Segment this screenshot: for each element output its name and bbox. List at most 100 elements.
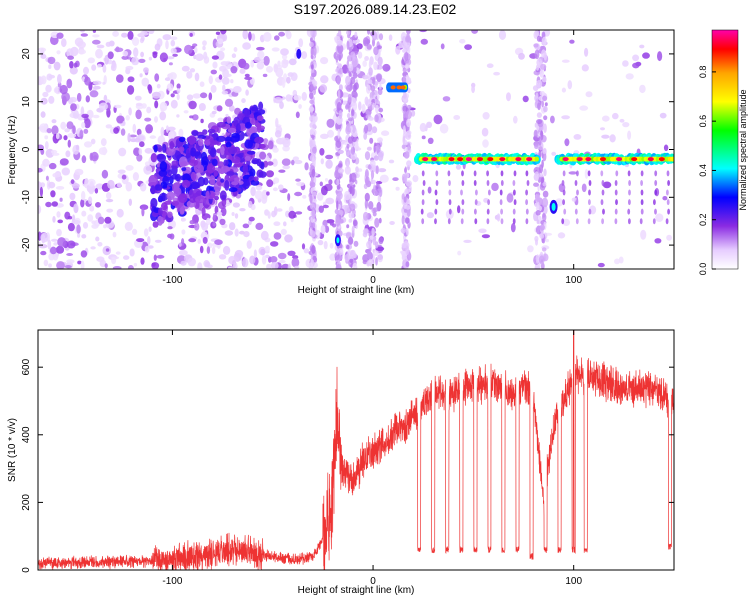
spectrogram-cell: [574, 180, 578, 186]
spectrogram-cell: [292, 156, 299, 161]
spectrogram-cell: [51, 152, 60, 156]
spectrogram-cell: [534, 156, 539, 162]
spectrogram-cell: [337, 128, 341, 139]
spectrogram-cell: [266, 170, 274, 178]
spectrogram-cell: [144, 245, 150, 253]
spectrogram-cell: [310, 54, 314, 60]
spectrogram-cell: [178, 146, 185, 153]
spectrogram-cell: [364, 151, 371, 161]
spectrogram-cell: [310, 83, 314, 92]
spectrogram-cell: [369, 261, 374, 267]
spectrogram-cell: [63, 135, 68, 141]
spectrogram-cell: [376, 45, 382, 50]
spectrogram-cell: [234, 228, 239, 237]
spectrogram-cell: [600, 170, 604, 177]
spectrogram-cell: [412, 175, 419, 183]
spectrogram-cell: [217, 117, 224, 122]
spectrogram-cell: [461, 170, 464, 177]
spectrogram-cell: [113, 127, 119, 134]
spectrogram-cell: [513, 199, 517, 206]
spectrogram-cell: [628, 180, 631, 186]
spectrogram-cell: [666, 170, 670, 177]
spectrogram-cell: [234, 213, 239, 219]
spectrogram-cell: [56, 261, 65, 269]
spectrogram-cell: [403, 110, 407, 118]
spectrogram-cell: [192, 93, 201, 99]
spectrogram-cell: [88, 196, 93, 205]
spectrogram-cell: [355, 166, 359, 173]
spectrogram-cell: [421, 170, 425, 177]
spectrogram-cell: [40, 97, 48, 105]
spectrogram-cell: [474, 218, 478, 225]
spectrogram-cell: [278, 169, 286, 173]
spectrogram-cell: [434, 208, 438, 215]
spectrogram-cell: [396, 85, 402, 90]
spectrogram-cell: [194, 222, 200, 231]
spectrogram-cell: [614, 218, 618, 225]
spectrogram-cell: [189, 181, 200, 190]
spectrogram-cell: [348, 218, 353, 223]
spectrogram-cell: [245, 89, 249, 96]
snr-x-tick-label: -100: [162, 576, 182, 587]
spectrogram-cell: [615, 170, 619, 177]
spectrogram-cell: [506, 92, 511, 102]
spectrogram-cell: [157, 147, 163, 152]
spectrogram-y-tick-label: -10: [21, 190, 32, 205]
spectrogram-cell: [227, 146, 238, 155]
spectrogram-cell: [229, 176, 235, 182]
snr-x-tick-label: 100: [565, 576, 582, 587]
spectrogram-cell: [106, 208, 114, 213]
spectrogram-cell: [496, 213, 501, 222]
spectrogram-cell: [534, 235, 539, 242]
spectrogram-cell: [361, 103, 366, 114]
spectrogram-cell: [346, 244, 350, 250]
spectrogram-cell: [94, 188, 99, 194]
spectrogram-cell: [49, 246, 57, 255]
spectrogram-cell: [539, 224, 545, 231]
spectrogram-cell: [561, 87, 567, 93]
spectrogram-cell: [218, 74, 223, 80]
spectrogram-cell: [42, 91, 49, 98]
spectrogram-cell: [116, 115, 125, 124]
spectrogram-cell: [95, 202, 101, 208]
spectrogram-cell: [251, 159, 260, 165]
spectrogram-cell: [133, 147, 141, 156]
spectrogram-cell: [92, 114, 100, 119]
spectrogram-cell: [171, 160, 179, 167]
spectrogram-cell: [353, 240, 359, 247]
spectrogram-cell: [215, 31, 221, 35]
spectrogram-cell: [147, 30, 155, 34]
spectrogram-cell: [266, 161, 274, 166]
spectrogram-cell: [535, 193, 539, 202]
spectrogram-cell: [249, 107, 259, 111]
spectrogram-cell: [61, 38, 67, 48]
spectrogram-cell: [231, 53, 237, 58]
spectrogram-cell: [406, 77, 412, 84]
spectrogram-cell: [601, 218, 604, 225]
spectrogram-y-tick-label: 20: [21, 48, 32, 60]
spectrogram-cell: [302, 195, 307, 199]
spectrogram-cell: [354, 31, 358, 38]
spectrogram-cell: [72, 109, 79, 119]
spectrogram-cell: [534, 136, 538, 141]
spectrogram-cell: [286, 76, 291, 84]
spectrogram-cell: [402, 75, 407, 85]
spectrogram-cell: [457, 157, 464, 162]
spectrogram-cell: [207, 154, 212, 161]
spectrogram-cell: [211, 55, 219, 60]
spectrogram-cell: [67, 216, 73, 220]
spectrogram-cell: [231, 212, 235, 216]
spectrogram-cell: [221, 77, 230, 85]
spectrogram-cell: [129, 134, 137, 138]
spectrogram-cell: [57, 237, 66, 247]
spectrogram-cell: [455, 164, 462, 170]
spectrogram-cell: [294, 191, 303, 197]
spectrogram-cell: [253, 176, 259, 182]
spectrogram-cell: [614, 180, 618, 186]
spectrogram-cell: [538, 136, 542, 146]
spectrogram-cell: [178, 128, 184, 138]
spectrogram-cell: [370, 170, 375, 180]
spectrogram-cell: [301, 51, 308, 60]
spectrogram-cell: [373, 250, 379, 256]
spectrogram-cell: [461, 208, 465, 215]
